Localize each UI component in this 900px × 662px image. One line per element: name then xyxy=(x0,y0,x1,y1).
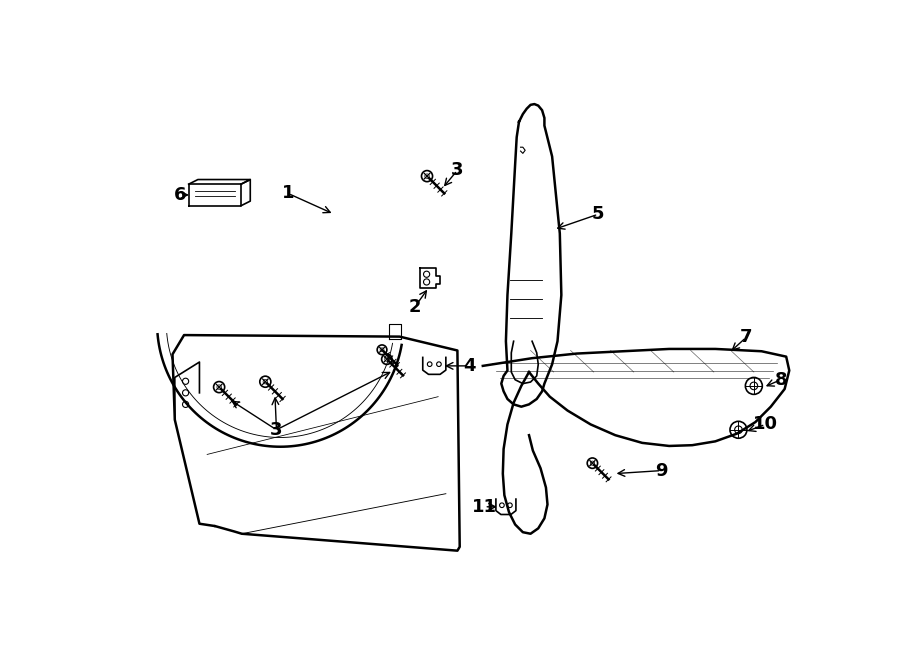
Text: 1: 1 xyxy=(282,185,294,203)
Text: 7: 7 xyxy=(740,328,752,346)
Text: 3: 3 xyxy=(451,162,464,179)
Text: 9: 9 xyxy=(655,461,668,479)
Text: 5: 5 xyxy=(592,205,605,223)
Text: 6: 6 xyxy=(174,186,186,204)
Text: 3: 3 xyxy=(270,421,283,439)
Text: 10: 10 xyxy=(753,415,778,434)
Text: 4: 4 xyxy=(463,357,475,375)
Text: 8: 8 xyxy=(775,371,788,389)
Text: 11: 11 xyxy=(472,498,497,516)
Text: 2: 2 xyxy=(409,298,421,316)
